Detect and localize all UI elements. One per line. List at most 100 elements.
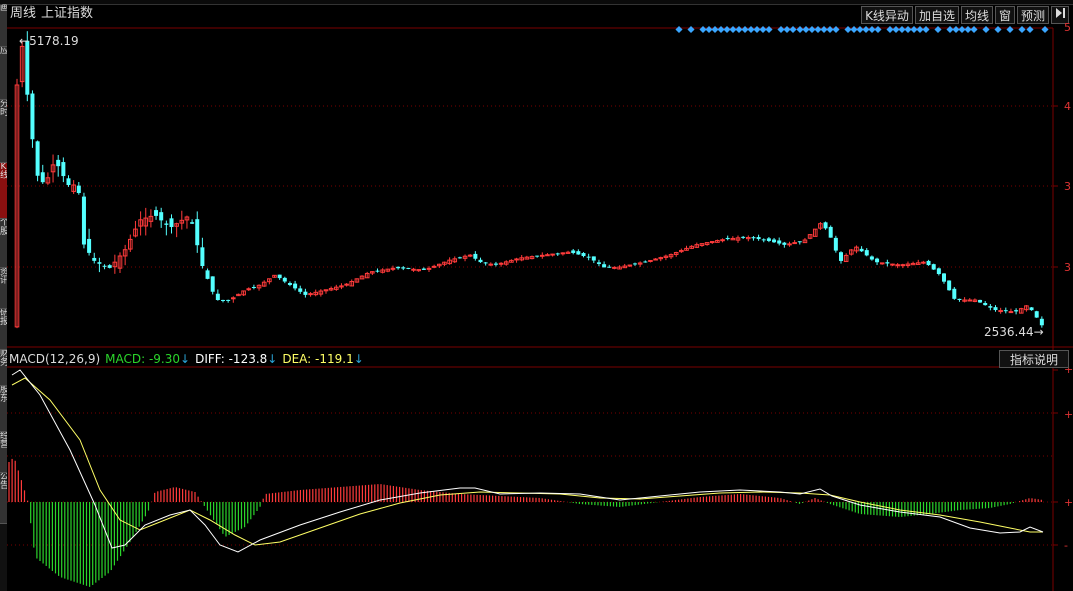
left-tab-research[interactable]: 研报 — [0, 309, 7, 350]
window-button[interactable]: 窗 — [994, 6, 1015, 24]
event-diamond-icon — [826, 25, 834, 34]
left-tab-timeshare[interactable]: 分时 — [0, 100, 7, 163]
event-diamond-icon — [1026, 25, 1034, 34]
left-tab-kline[interactable]: K线 — [0, 163, 7, 219]
candle-body — [627, 264, 633, 267]
candle-body — [14, 84, 20, 328]
left-tab-notice[interactable]: 公告 — [0, 473, 7, 524]
macd-legend: MACD(12,26,9) MACD: -9.30↓ DIFF: -123.8↓… — [9, 352, 364, 366]
event-diamond-icon — [759, 25, 767, 34]
left-tab-holders[interactable]: 股东 — [0, 386, 7, 432]
candle-body — [772, 239, 777, 243]
candle-body — [396, 266, 401, 269]
candle-body — [390, 267, 396, 270]
candle-body — [437, 263, 442, 267]
left-tab-draw[interactable]: 画 — [0, 4, 7, 47]
event-diamond-icon — [808, 25, 816, 34]
event-diamond-icon — [747, 25, 755, 34]
candle-body — [998, 310, 1003, 313]
candle-body — [339, 285, 344, 288]
candle-body — [978, 299, 983, 303]
candle-body — [426, 267, 432, 270]
candle-body — [195, 219, 200, 246]
candle-body — [947, 280, 952, 291]
candle-body — [586, 256, 591, 258]
candle-body — [875, 258, 880, 263]
candle-body — [138, 219, 143, 227]
candle-body — [205, 270, 210, 279]
candle-body — [617, 266, 622, 270]
candle-body — [957, 298, 962, 300]
event-diamond-icon — [844, 25, 852, 34]
candle-body — [952, 288, 957, 299]
candle-body — [92, 257, 97, 261]
candle-body — [56, 159, 61, 167]
low-arrow-icon: → — [1033, 325, 1044, 339]
candle-body — [308, 293, 313, 296]
left-tab-apply[interactable]: 应 — [0, 47, 7, 100]
candle-body — [323, 289, 329, 292]
event-diamond-icon — [886, 25, 894, 34]
k-anomaly-button[interactable]: K线异动 — [861, 6, 913, 24]
candle-body — [571, 250, 576, 253]
right-axis-tick: 5 — [1064, 21, 1071, 34]
candle-body — [344, 283, 349, 286]
event-diamond-icon — [675, 25, 683, 34]
candle-body — [720, 239, 725, 242]
candle-body — [509, 259, 514, 263]
candle-body — [839, 252, 843, 261]
low-price-value: 2536.44 — [984, 325, 1034, 339]
candle-body — [900, 264, 906, 267]
candle-body — [272, 274, 277, 278]
candle-body — [40, 172, 45, 183]
dea-line — [11, 377, 1043, 546]
left-tab-operation[interactable]: 经营 — [0, 432, 7, 473]
event-diamond-icon — [982, 25, 990, 34]
indicator-help-button[interactable]: 指标说明 — [999, 350, 1069, 368]
candle-body — [231, 297, 236, 300]
candle-body — [869, 256, 874, 260]
event-diamond-icon — [1041, 25, 1049, 34]
candle-body — [607, 266, 612, 268]
candle-body — [154, 210, 159, 216]
moving-average-button[interactable]: 均线 — [960, 6, 993, 24]
candle-body — [921, 261, 926, 264]
left-tab-stock[interactable]: 个股 — [0, 219, 7, 268]
candle-body — [143, 217, 149, 227]
left-tab-news[interactable]: 资讯 — [0, 268, 7, 309]
event-diamond-icon — [687, 25, 695, 34]
candle-body — [807, 234, 813, 239]
candle-body — [298, 288, 303, 292]
candle-body — [328, 287, 334, 291]
event-diamond-icon — [994, 25, 1002, 34]
event-diamond-icon — [814, 25, 822, 34]
candle-body — [179, 219, 185, 224]
event-diamond-icon — [874, 25, 882, 34]
candle-body — [282, 277, 287, 282]
high-price-value: 5178.19 — [29, 34, 79, 48]
left-tab-finance[interactable]: 财务 — [0, 350, 7, 386]
candle-body — [699, 243, 705, 246]
period-label: 周线 — [10, 6, 37, 21]
candle-body — [359, 275, 365, 280]
candle-body — [843, 254, 849, 263]
add-watchlist-button[interactable]: 加自选 — [914, 6, 959, 24]
candle-body — [215, 293, 220, 300]
candle-body — [380, 269, 385, 273]
event-diamond-icon — [910, 25, 918, 34]
candle-body — [519, 257, 525, 261]
left-tab-bar: 画 应 分时 K线 个股 资讯 研报 财务 股东 经营 公告 — [0, 4, 7, 591]
forecast-button[interactable]: 预测 — [1016, 6, 1049, 24]
candle-body — [25, 40, 30, 95]
event-diamond-icon — [1018, 25, 1026, 34]
candle-body — [550, 253, 555, 256]
candle-body — [777, 240, 782, 244]
candle-body — [622, 265, 628, 269]
candle-body — [653, 258, 658, 261]
candle-body — [648, 259, 653, 262]
event-diamond-icon — [820, 25, 828, 34]
collapse-icon[interactable] — [1051, 6, 1069, 24]
event-diamond-icon — [922, 25, 930, 34]
candle-body — [565, 251, 571, 254]
